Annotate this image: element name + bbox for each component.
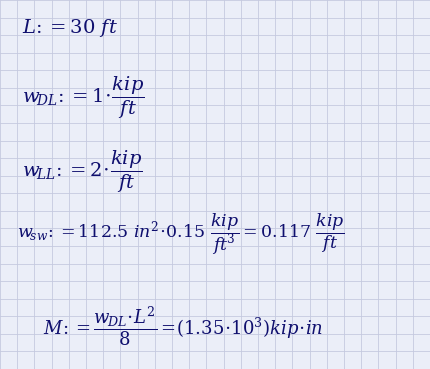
Text: $\mathit{w}_{\!\mathit{DL}}\!:=1\!\cdot\!\dfrac{\mathbf{\mathit{kip}}}{\mathbf{\: $\mathit{w}_{\!\mathit{DL}}\!:=1\!\cdot\… [22,75,144,121]
Text: $\mathit{L}\!:=30\ \mathit{ft}$: $\mathit{L}\!:=30\ \mathit{ft}$ [22,17,117,39]
Text: $\mathit{w}_{\!\mathit{LL}}\!:=2\!\cdot\!\dfrac{\mathbf{\mathit{kip}}}{\mathbf{\: $\mathit{w}_{\!\mathit{LL}}\!:=2\!\cdot\… [22,149,142,194]
Text: $\mathit{M}\!:=\dfrac{\mathit{w}_{\!\mathit{DL}}\!\cdot\!\mathit{L}^{2}}{8}=\!\l: $\mathit{M}\!:=\dfrac{\mathit{w}_{\!\mat… [43,305,323,348]
Text: $\mathit{w}_{\!\mathit{sw}}\!:=112.5\ \mathit{in}^{2}\!\cdot\!0.15\ \dfrac{\math: $\mathit{w}_{\!\mathit{sw}}\!:=112.5\ \m… [17,212,345,257]
